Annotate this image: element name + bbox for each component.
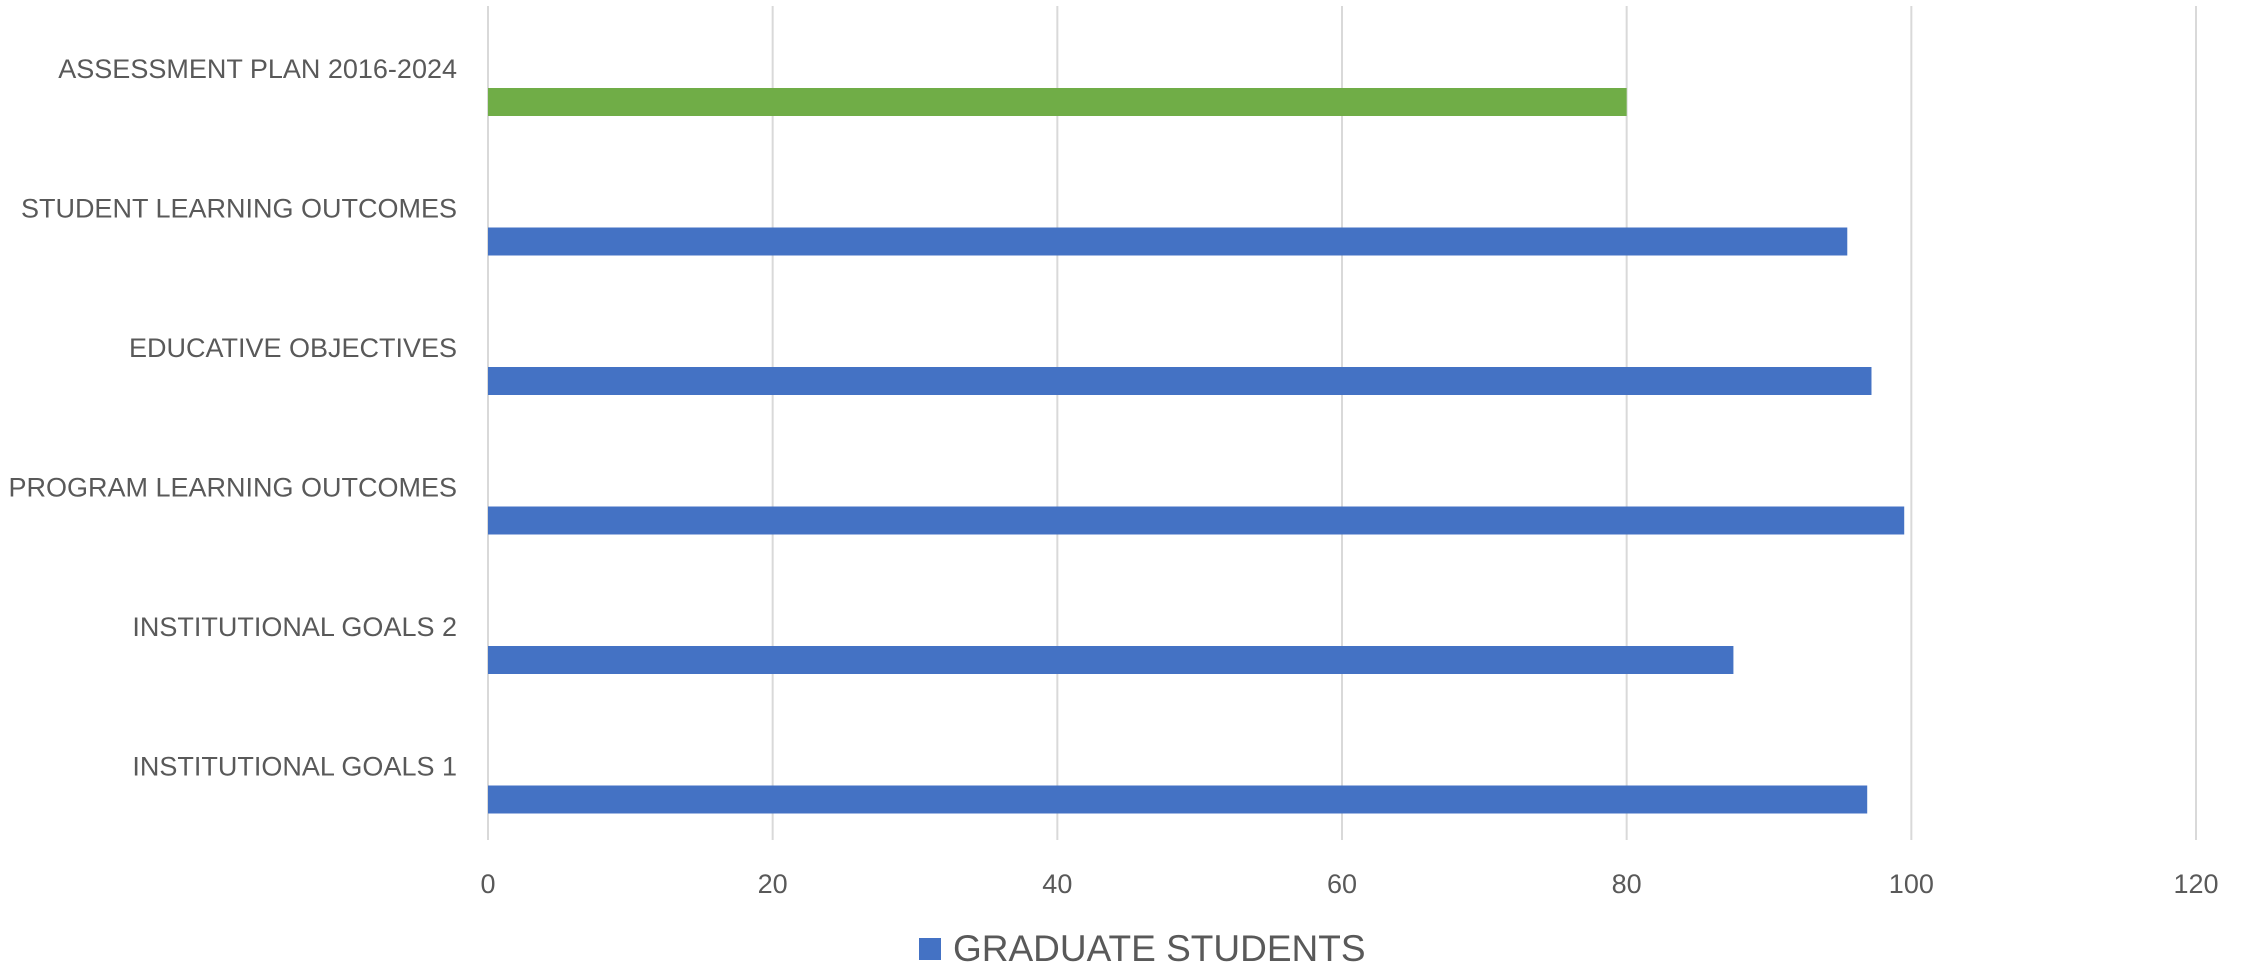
x-tick-label: 120 bbox=[2173, 869, 2218, 899]
legend-swatch bbox=[919, 938, 941, 960]
gridlines bbox=[487, 6, 2197, 840]
bars bbox=[488, 88, 1905, 814]
x-tick-label: 20 bbox=[758, 869, 788, 899]
x-tick-label: 40 bbox=[1042, 869, 1072, 899]
x-tick-label: 100 bbox=[1889, 869, 1934, 899]
bar bbox=[488, 367, 1872, 395]
x-axis-tick-labels: 0 20 40 60 80 100 120 bbox=[480, 869, 2218, 899]
category-label: EDUCATIVE OBJECTIVES bbox=[129, 333, 457, 363]
category-label: STUDENT LEARNING OUTCOMES bbox=[21, 194, 457, 224]
legend: GRADUATE STUDENTS bbox=[919, 928, 1366, 969]
x-tick-label: 60 bbox=[1327, 869, 1357, 899]
bar bbox=[488, 227, 1848, 256]
bar bbox=[488, 785, 1868, 814]
category-labels: ASSESSMENT PLAN 2016-2024 STUDENT LEARNIN… bbox=[8, 54, 457, 782]
bar bbox=[488, 88, 1627, 116]
bar bbox=[488, 506, 1905, 535]
x-tick-label: 80 bbox=[1612, 869, 1642, 899]
category-label: INSTITUTIONAL GOALS 2 bbox=[132, 612, 457, 642]
category-label: INSTITUTIONAL GOALS 1 bbox=[132, 752, 457, 782]
bar bbox=[488, 646, 1734, 674]
category-label: PROGRAM LEARNING OUTCOMES bbox=[8, 473, 457, 503]
x-tick-label: 0 bbox=[480, 869, 495, 899]
category-label: ASSESSMENT PLAN 2016-2024 bbox=[58, 54, 457, 84]
legend-label: GRADUATE STUDENTS bbox=[953, 928, 1366, 969]
